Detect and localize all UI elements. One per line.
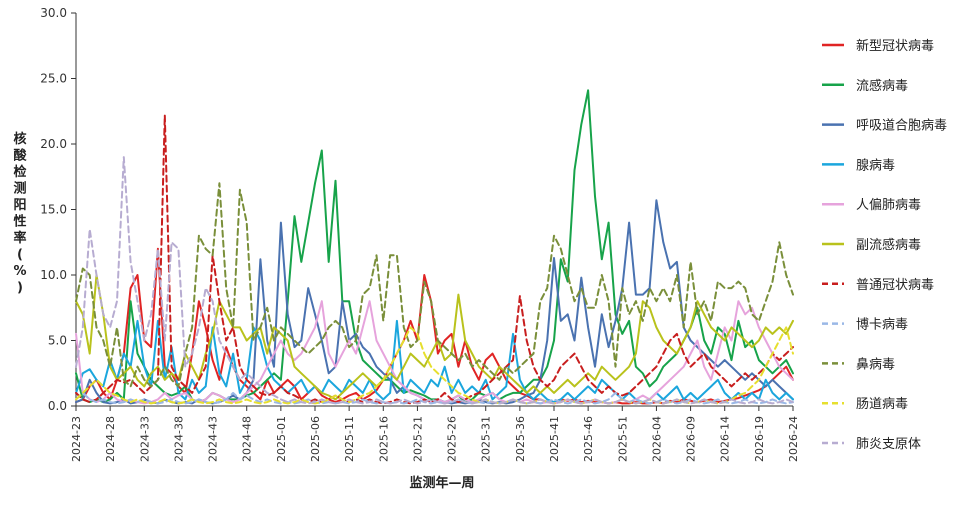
x-tick-label: 2025-16	[377, 416, 390, 462]
x-tick-label: 2024-48	[241, 416, 254, 462]
y-tick-label: 10.0	[40, 268, 67, 282]
x-tick-label: 2025-21	[411, 416, 424, 462]
series-line	[75, 89, 794, 404]
legend-label: 肠道病毒	[856, 397, 908, 412]
legend-label: 人偏肺病毒	[856, 198, 921, 213]
x-tick-label: 2025-01	[275, 416, 288, 462]
x-tick-label: 2025-51	[616, 416, 629, 462]
legend-label: 博卡病毒	[856, 318, 908, 333]
legend-label: 肺炎支原体	[856, 437, 921, 452]
legend-label: 呼吸道合胞病毒	[856, 119, 947, 134]
x-tick-label: 2025-06	[309, 416, 322, 462]
x-tick-label: 2025-26	[446, 416, 459, 462]
x-tick-label: 2024-43	[207, 416, 220, 462]
x-tick-label: 2024-23	[70, 416, 83, 462]
x-tick-label: 2026-19	[753, 416, 766, 462]
y-tick-label: 30.0	[40, 6, 67, 20]
x-tick-label: 2026-24	[787, 416, 800, 462]
x-tick-label: 2024-33	[138, 416, 151, 462]
series-line	[75, 156, 794, 405]
y-tick-label: 20.0	[40, 137, 67, 151]
legend-label: 副流感病毒	[856, 237, 921, 253]
legend-label: 流感病毒	[856, 78, 908, 94]
x-tick-label: 2025-46	[582, 416, 595, 462]
x-tick-label: 2024-28	[104, 416, 117, 462]
legend-label: 普通冠状病毒	[856, 278, 934, 293]
series-line	[75, 391, 794, 405]
y-tick-label: 25.0	[40, 72, 67, 86]
series-line	[75, 274, 794, 401]
y-tick-label: 5.0	[48, 334, 67, 348]
legend-label: 鼻病毒	[856, 356, 895, 372]
legend-label: 腺病毒	[856, 158, 895, 173]
legend: 新型冠状病毒流感病毒呼吸道合胞病毒腺病毒人偏肺病毒副流感病毒普通冠状病毒博卡病毒…	[822, 38, 947, 452]
x-tick-label: 2026-09	[685, 416, 698, 462]
x-tick-label: 2026-14	[719, 416, 732, 462]
x-tick-label: 2025-11	[343, 416, 356, 462]
y-axis: 0.0 5.0 10.0 15.0 20.0 25.0 30.0	[40, 6, 77, 413]
x-axis-title: 监测年—周	[409, 475, 474, 491]
series-line	[75, 199, 794, 405]
x-tick-label: 2025-36	[514, 416, 527, 462]
y-tick-label: 0.0	[48, 399, 67, 413]
y-axis-title: 核酸检测阳性率(%)	[13, 131, 27, 296]
legend-label: 新型冠状病毒	[856, 38, 934, 54]
x-tick-label: 2026-04	[650, 416, 663, 462]
series-line	[75, 182, 794, 388]
x-axis: 2024-23 2024-28 2024-33 2024-38 2024-43 2024-…	[70, 405, 800, 462]
y-tick-label: 15.0	[40, 203, 67, 217]
x-tick-label: 2025-41	[548, 416, 561, 462]
plot-area	[75, 89, 794, 405]
x-tick-label: 2024-38	[172, 416, 185, 462]
x-tick-label: 2025-31	[480, 416, 493, 462]
